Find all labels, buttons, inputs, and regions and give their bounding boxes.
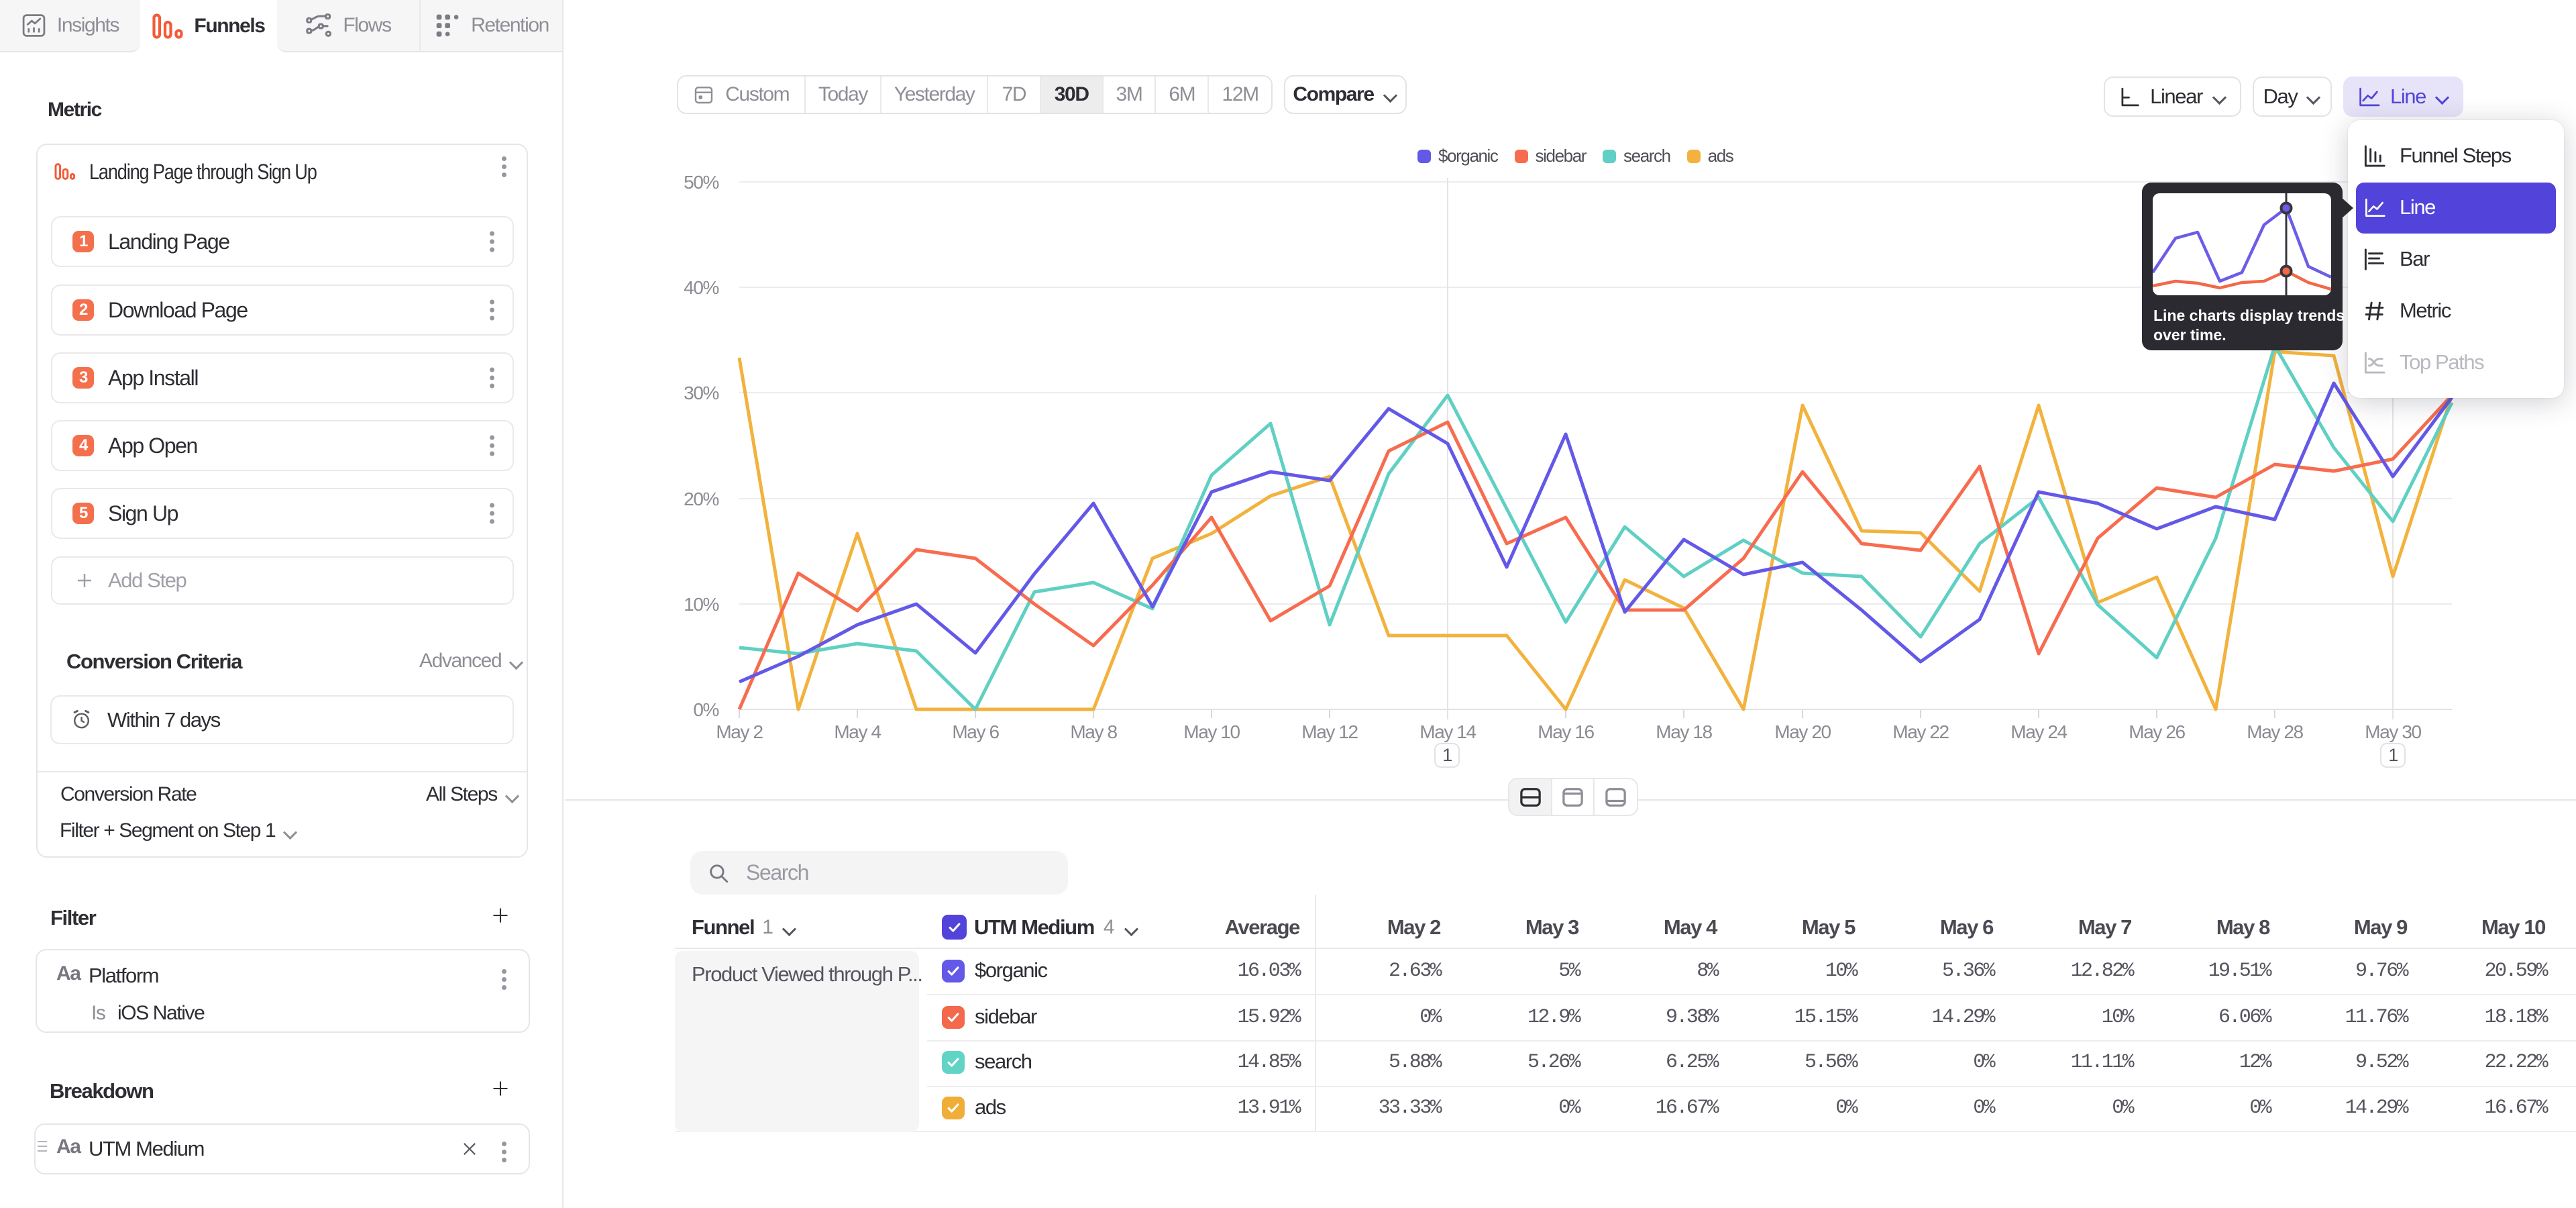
svg-text:May 12: May 12	[1301, 721, 1358, 742]
svg-text:May 2: May 2	[716, 721, 763, 742]
svg-text:40%: 40%	[684, 277, 718, 298]
svg-text:May 10: May 10	[1183, 721, 1240, 742]
svg-text:May 28: May 28	[2247, 721, 2303, 742]
svg-text:May 4: May 4	[834, 721, 881, 742]
svg-text:50%: 50%	[684, 172, 718, 193]
svg-text:0%: 0%	[693, 699, 718, 720]
svg-text:May 6: May 6	[952, 721, 999, 742]
svg-text:May 8: May 8	[1070, 721, 1117, 742]
svg-text:May 26: May 26	[2129, 721, 2185, 742]
svg-text:May 16: May 16	[1538, 721, 1594, 742]
svg-text:May 30: May 30	[2365, 721, 2421, 742]
svg-text:20%: 20%	[684, 489, 718, 509]
svg-text:10%: 10%	[684, 594, 718, 615]
svg-text:May 22: May 22	[1892, 721, 1949, 742]
svg-text:May 24: May 24	[2010, 721, 2067, 742]
svg-text:30%: 30%	[684, 383, 718, 403]
svg-text:May 18: May 18	[1656, 721, 1712, 742]
svg-text:May 20: May 20	[1774, 721, 1831, 742]
svg-text:May 14: May 14	[1419, 721, 1476, 742]
